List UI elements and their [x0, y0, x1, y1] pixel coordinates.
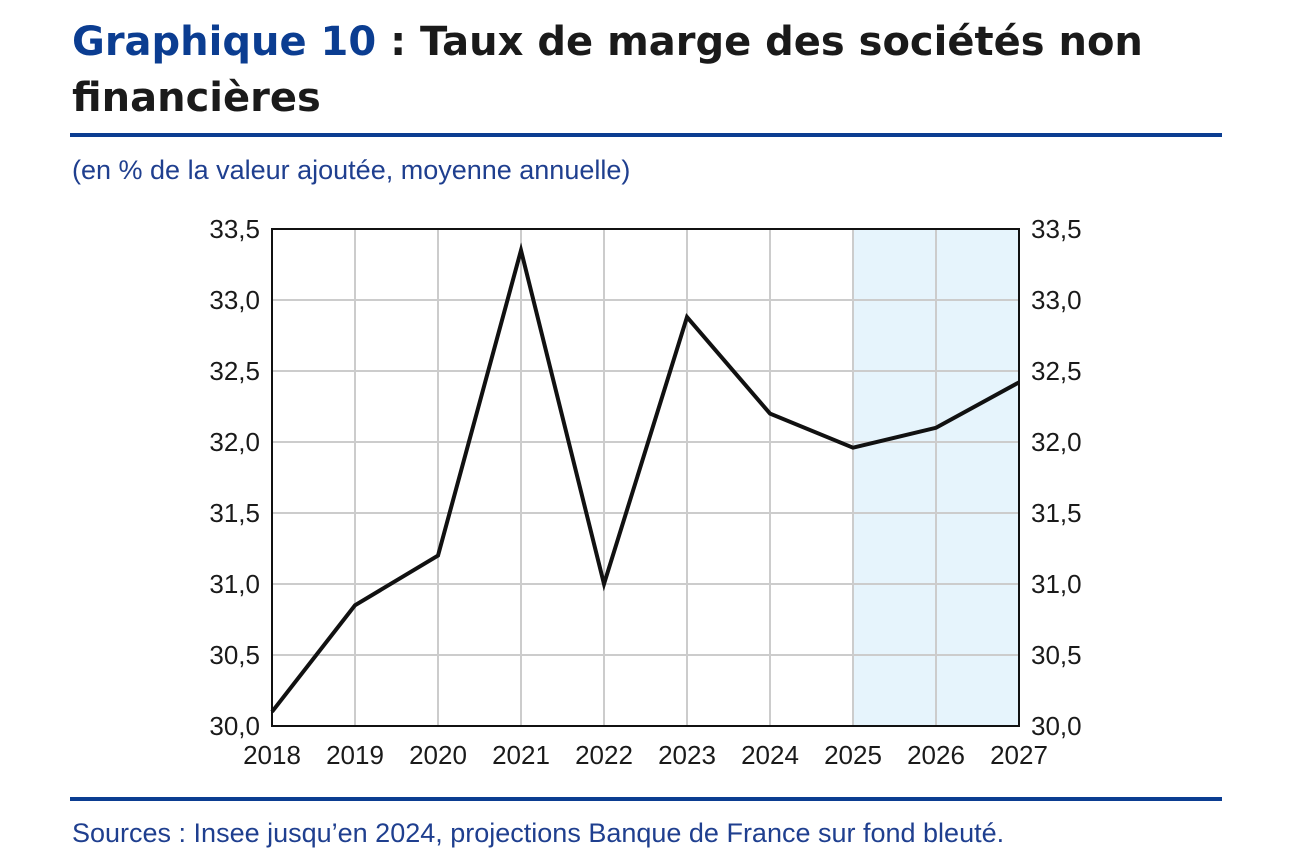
- y-tick-label-left: 32,5: [209, 356, 260, 386]
- y-tick-label-right: 31,0: [1031, 569, 1082, 599]
- x-tick-label-2026: 2026: [907, 740, 965, 770]
- y-tick-label-left: 33,5: [209, 214, 260, 244]
- y-tick-label-left: 30,0: [209, 711, 260, 741]
- x-tick-label-2018: 2018: [243, 740, 301, 770]
- title-text: : Taux de marge des sociétés non financi…: [72, 19, 1143, 121]
- y-tick-label-left: 33,0: [209, 285, 260, 315]
- y-tick-label-right: 32,0: [1031, 427, 1082, 457]
- series-line-0: [270, 242, 1020, 714]
- sources-note: Sources : Insee jusqu’en 2024, projectio…: [72, 818, 1005, 848]
- title-number: Graphique 10: [72, 19, 377, 65]
- y-tick-label-left: 31,0: [209, 569, 260, 599]
- series-layer: [270, 242, 1020, 714]
- page-title: Graphique 10 : Taux de marge des société…: [72, 14, 1232, 126]
- tick-label-layer: 30,0 30,0 30,5 30,5 31,0 31,0 31,5 31,5 32,0 32,0…: [209, 214, 1081, 770]
- x-tick-label-2024: 2024: [741, 740, 799, 770]
- top-divider: [70, 133, 1222, 137]
- chart-subtitle: (en % de la valeur ajoutée, moyenne annu…: [72, 155, 631, 185]
- y-tick-label-right: 30,5: [1031, 640, 1082, 670]
- x-tick-label-2020: 2020: [409, 740, 467, 770]
- x-tick-label-2027: 2027: [990, 740, 1048, 770]
- x-tick-label-2022: 2022: [575, 740, 633, 770]
- x-tick-label-2023: 2023: [658, 740, 716, 770]
- plot-frame: [271, 228, 1020, 727]
- y-tick-label-right: 33,5: [1031, 214, 1082, 244]
- y-tick-label-left: 31,5: [209, 498, 260, 528]
- grid-layer: [272, 229, 1019, 726]
- x-tick-label-2025: 2025: [824, 740, 882, 770]
- y-tick-label-right: 32,5: [1031, 356, 1082, 386]
- x-tick-label-2021: 2021: [492, 740, 550, 770]
- bottom-divider: [70, 797, 1222, 801]
- y-tick-label-right: 33,0: [1031, 285, 1082, 315]
- y-tick-label-right: 31,5: [1031, 498, 1082, 528]
- y-tick-label-left: 32,0: [209, 427, 260, 457]
- y-tick-label-left: 30,5: [209, 640, 260, 670]
- y-tick-label-right: 30,0: [1031, 711, 1082, 741]
- x-tick-label-2019: 2019: [326, 740, 384, 770]
